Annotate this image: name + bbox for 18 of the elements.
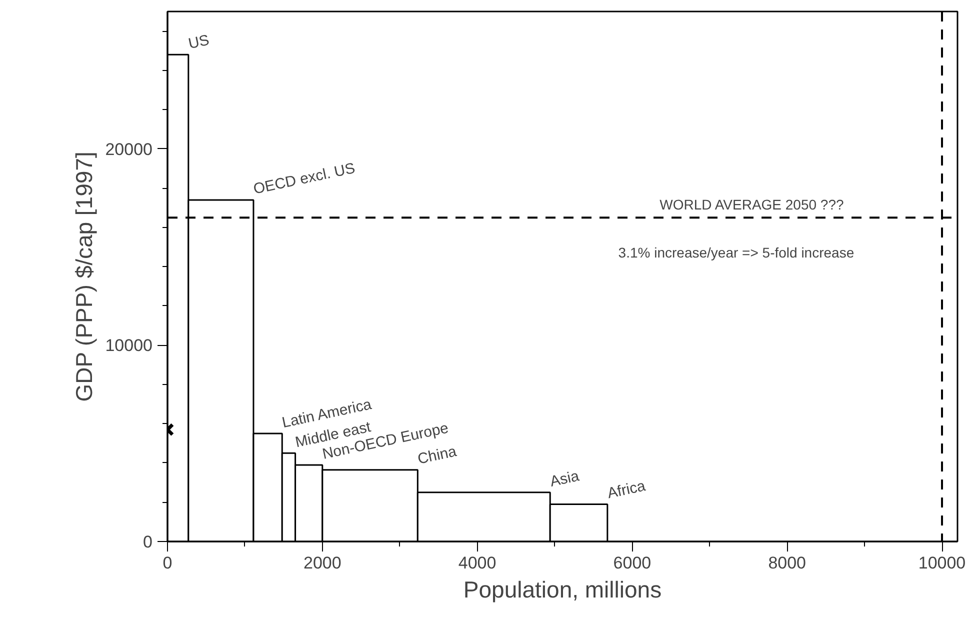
x-axis-title: Population, millions: [463, 576, 662, 602]
annotation: OECD excl. US: [252, 160, 357, 198]
y-tick-label: 20000: [105, 140, 153, 159]
annotation: US: [186, 32, 211, 53]
y-tick-label: 0: [143, 532, 153, 552]
x-tick-label: 4000: [458, 554, 496, 572]
x-tick-label: 2000: [303, 554, 342, 572]
x-tick-label: 10000: [918, 554, 966, 572]
annotation: 3.1% increase/year => 5-fold increase: [618, 244, 854, 260]
x-tick-label: 6000: [613, 554, 652, 572]
annotation: Asia: [548, 468, 582, 490]
y-axis-title: GDP (PPP) $/cap [1997]: [71, 152, 98, 402]
annotation: WORLD AVERAGE 2050 ???: [660, 196, 844, 212]
y-tick-label: 10000: [105, 336, 153, 356]
x-tick-label: 8000: [768, 554, 806, 572]
annotation: China: [416, 442, 459, 468]
annotation: Africa: [606, 477, 648, 502]
x-tick-label: 0: [162, 554, 172, 572]
